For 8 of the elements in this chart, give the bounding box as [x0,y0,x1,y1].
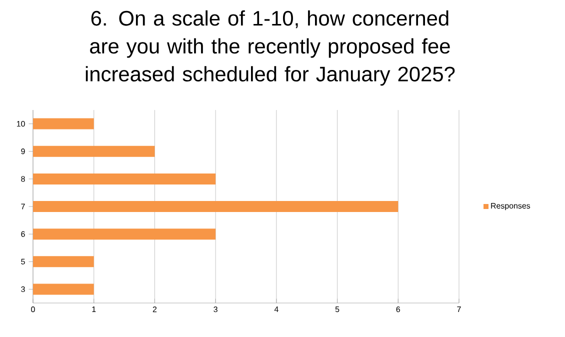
bar [33,146,155,157]
bar [33,284,94,295]
bar [33,256,94,268]
bar [33,118,94,130]
bar [33,228,216,240]
chart-title: 6. On a scale of 1-10, how concerned are you with the recently proposed fee increased scheduled for January 2025? [86,10,455,86]
bar [33,173,216,184]
bar [33,201,398,212]
